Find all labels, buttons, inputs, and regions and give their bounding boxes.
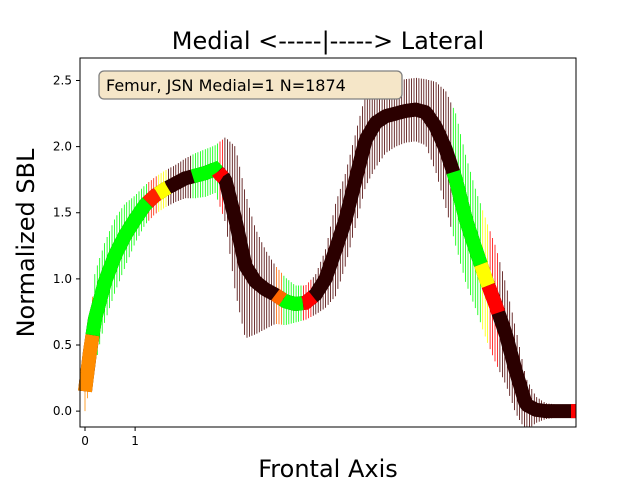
y-tick-label: 0.5 bbox=[53, 338, 72, 352]
chart-title: Medial <-----|-----> Lateral bbox=[172, 27, 484, 55]
series-highlight-segment bbox=[78, 333, 100, 393]
series-highlight-segment bbox=[278, 293, 304, 311]
axis-ticks: 0 1 0.0 0.5 1.0 1.5 2.0 2.5 bbox=[53, 73, 139, 448]
x-axis-label: Frontal Axis bbox=[258, 455, 398, 480]
annotation-text: Femur, JSN Medial=1 N=1874 bbox=[106, 76, 346, 95]
plot-frame bbox=[79, 57, 577, 428]
series-highlight-segment bbox=[481, 282, 505, 315]
y-tick-label: 0.0 bbox=[53, 404, 72, 418]
series-highlight-segment bbox=[153, 181, 172, 200]
series-highlight-segment bbox=[190, 160, 223, 184]
series-highlight-segment bbox=[474, 261, 495, 289]
x-tick-label: 1 bbox=[131, 434, 139, 448]
annotation-box: Femur, JSN Medial=1 N=1874 bbox=[98, 70, 403, 100]
y-axis-label: Normalized SBL bbox=[12, 148, 40, 337]
y-tick-label: 2.0 bbox=[53, 140, 72, 154]
series-highlight-segment bbox=[211, 167, 229, 183]
series-highlight-segment bbox=[85, 197, 153, 337]
series-highlight-segment bbox=[301, 291, 318, 310]
y-tick-label: 2.5 bbox=[53, 73, 72, 87]
highlight-segments bbox=[78, 160, 576, 419]
series-highlight-segment bbox=[271, 289, 288, 306]
series-highlight-segment bbox=[142, 187, 162, 208]
y-tick-label: 1.0 bbox=[53, 272, 72, 286]
y-tick-label: 1.5 bbox=[53, 206, 72, 220]
plot-area bbox=[78, 77, 582, 427]
series-highlight-segment bbox=[446, 170, 488, 267]
annotation-background bbox=[98, 70, 403, 100]
x-tick-label: 0 bbox=[81, 434, 89, 448]
